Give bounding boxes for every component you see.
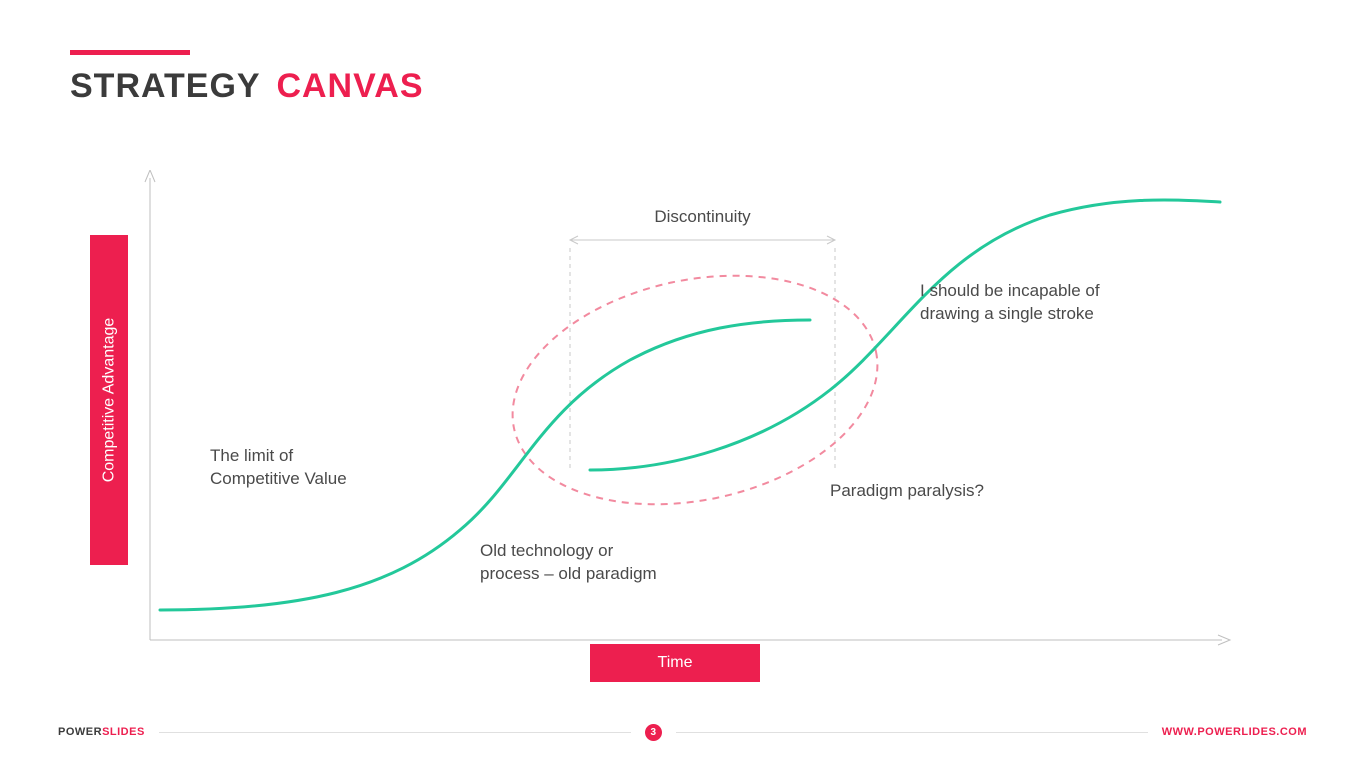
title-word-1: STRATEGY: [70, 67, 260, 105]
chart-annotation-0: The limit ofCompetitive Value: [210, 445, 347, 491]
slide-title-block: STRATEGY CANVAS: [70, 50, 424, 106]
x-axis-label-box: Time: [590, 644, 760, 682]
chart-annotation-3: I should be incapable ofdrawing a single…: [920, 280, 1100, 326]
slide-title: STRATEGY CANVAS: [70, 67, 424, 106]
footer-brand: POWERSLIDES: [58, 726, 145, 738]
chart-annotation-1: Old technology orprocess – old paradigm: [480, 540, 657, 586]
chart-annotation-2: Paradigm paralysis?: [830, 480, 984, 503]
footer-brand-2: SLIDES: [102, 726, 145, 738]
title-word-2: CANVAS: [276, 67, 423, 105]
footer-line-left: [159, 732, 631, 733]
strategy-canvas-chart: Discontinuity Competitive Advantage Time…: [90, 170, 1240, 660]
discontinuity-label: Discontinuity: [654, 207, 751, 226]
footer-brand-1: POWER: [58, 726, 102, 738]
chart-svg: Discontinuity: [90, 170, 1240, 680]
footer-line-right: [676, 732, 1148, 733]
title-accent-bar: [70, 50, 190, 55]
y-axis-label: Competitive Advantage: [100, 318, 118, 483]
footer-page-badge: 3: [645, 724, 662, 741]
footer-page-number: 3: [650, 727, 656, 738]
footer-url: WWW.POWERLIDES.COM: [1162, 726, 1307, 738]
slide-footer: POWERSLIDES 3 WWW.POWERLIDES.COM: [58, 722, 1307, 742]
y-axis-label-box: Competitive Advantage: [90, 235, 128, 565]
x-axis-label: Time: [658, 654, 693, 672]
